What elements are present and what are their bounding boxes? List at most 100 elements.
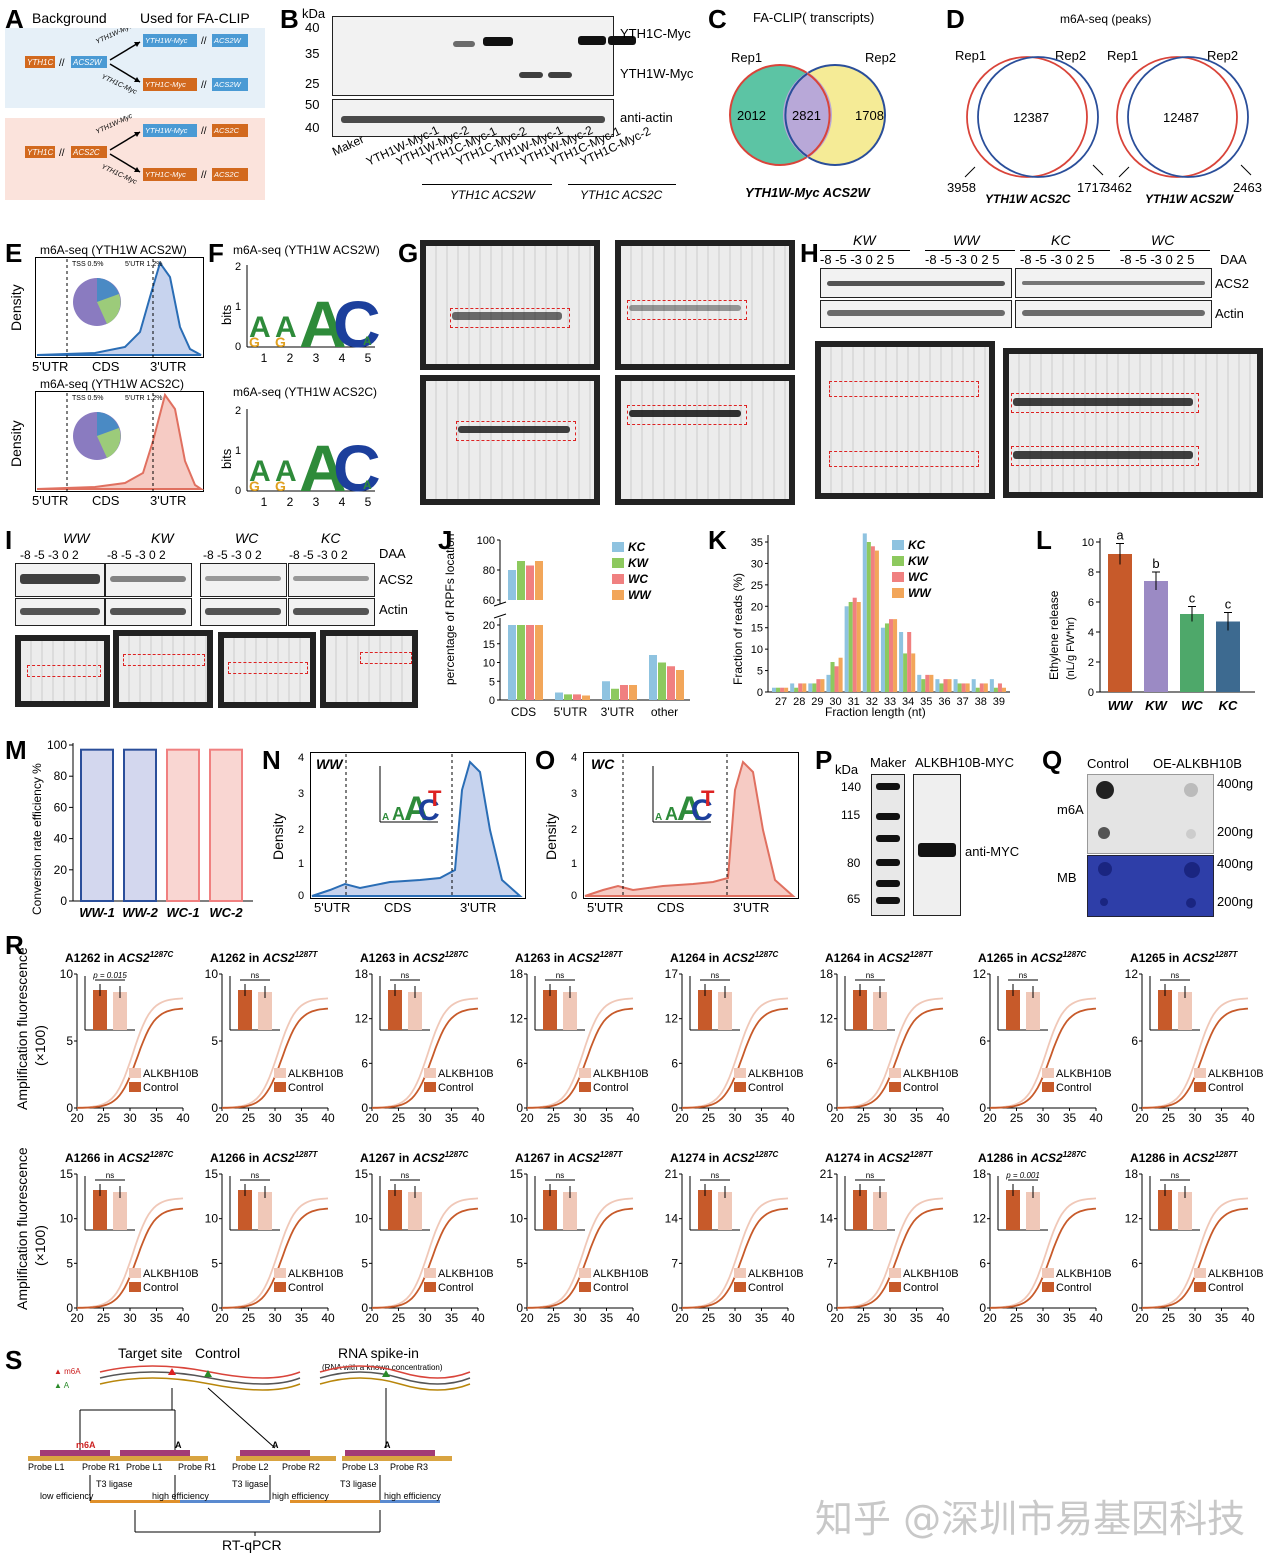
k-bar bbox=[862, 533, 867, 692]
panel-label-c: C bbox=[708, 4, 727, 34]
r-ytick-label: 10 bbox=[60, 968, 74, 981]
svg-text:YTH1W-Myc: YTH1W-Myc bbox=[145, 36, 188, 45]
d-v2-right: 2463 bbox=[1233, 180, 1262, 195]
k-legend-swatch bbox=[892, 540, 904, 550]
r-xtick-label: 30 bbox=[123, 1311, 137, 1325]
k-bar bbox=[776, 687, 781, 692]
r-plot-svg: 15 10 5 020 25 30 35 40 ns ALKBH10B Control bbox=[205, 1168, 344, 1325]
i-days: -8 -5 -3 0 2 bbox=[107, 548, 166, 562]
k-bar bbox=[997, 683, 1002, 692]
panel-label-h: H bbox=[800, 238, 819, 268]
r-legend-label: Control bbox=[903, 1282, 938, 1294]
r-title-allele: 1287T bbox=[599, 1150, 623, 1159]
r-xtick-label: 40 bbox=[1241, 1311, 1255, 1325]
k-bar bbox=[772, 687, 777, 692]
s-legend-a: ▲ A bbox=[54, 1381, 70, 1390]
k-bar bbox=[798, 683, 803, 692]
r-title-text: A1267 in bbox=[360, 1151, 413, 1165]
j-break-mark bbox=[493, 601, 507, 607]
r-title-text: A1262 in bbox=[210, 951, 263, 965]
r-legend-swatch bbox=[129, 1082, 141, 1092]
r-plot-svg: 18 12 6 020 25 30 35 40 ns ALKBH10B Control bbox=[820, 968, 959, 1125]
k-legend-label: KC bbox=[908, 538, 926, 552]
d-v1-right: 1717 bbox=[1077, 180, 1106, 195]
h-days: -8 -5 -3 0 2 5 bbox=[925, 252, 1000, 267]
e-ylabel2: Density bbox=[8, 420, 24, 467]
panel-label-a: A bbox=[5, 4, 24, 34]
r-inset-bar-control bbox=[388, 990, 402, 1030]
f-y2-2: 2 bbox=[235, 405, 242, 417]
r-plot-title: A1267 in ACS21287T bbox=[515, 1150, 622, 1165]
r-ytick-label: 5 bbox=[361, 1256, 368, 1270]
svg-text:C: C bbox=[691, 794, 713, 827]
r-legend-swatch bbox=[424, 1082, 436, 1092]
svg-text:ACS2W: ACS2W bbox=[72, 58, 103, 67]
r-inset-bar-alkbh10b bbox=[718, 1192, 732, 1230]
panel-label-k: K bbox=[708, 525, 727, 555]
d-title: m6A-seq (peaks) bbox=[1060, 12, 1152, 26]
svg-text:G: G bbox=[275, 334, 286, 350]
r-inset-bar-alkbh10b bbox=[873, 992, 887, 1030]
m-xtick-label: WW-2 bbox=[122, 905, 158, 920]
svg-text:A: A bbox=[249, 311, 271, 344]
r-xtick-label: 35 bbox=[600, 1111, 614, 1125]
k-bar bbox=[989, 679, 994, 692]
i-daa: DAA bbox=[379, 546, 406, 561]
n-ytick: 0 bbox=[298, 890, 305, 902]
k-bar bbox=[820, 679, 825, 692]
r-ytick-label: 0 bbox=[361, 1301, 368, 1315]
r-inset-bar-alkbh10b bbox=[408, 992, 422, 1030]
r-inset-sig: p = 0.015 bbox=[92, 971, 127, 980]
r-ytick-label: 18 bbox=[973, 1168, 987, 1181]
svg-text:YTH1W-Myc: YTH1W-Myc bbox=[145, 126, 188, 135]
d-rep2-b: Rep2 bbox=[1207, 48, 1239, 63]
j-legend-swatch bbox=[612, 542, 624, 552]
r-xtick-label: 35 bbox=[1063, 1311, 1077, 1325]
l-sig-letter: c bbox=[1189, 591, 1196, 606]
r-legend-swatch bbox=[579, 1282, 591, 1292]
r-plot: A1267 in ACS21287T 15 10 5 0 20 25 30 35 40 ns ALKB… bbox=[505, 1150, 653, 1340]
r-title-gene: ACS2 bbox=[262, 951, 295, 965]
r-inset-bar-control bbox=[853, 990, 867, 1030]
r-xtick-label: 20 bbox=[1135, 1311, 1149, 1325]
r-title-gene: ACS2 bbox=[567, 1151, 600, 1165]
r-title-allele: 1287C bbox=[444, 1150, 469, 1159]
h-daa: DAA bbox=[1220, 252, 1247, 267]
r-title-gene: ACS2 bbox=[1182, 1151, 1215, 1165]
f-y1-1: 1 bbox=[235, 301, 242, 313]
e-tss2: TSS 0.5% bbox=[72, 395, 104, 402]
r-legend-label: ALKBH10B bbox=[1056, 1068, 1112, 1080]
r-ytick-label: 0 bbox=[1131, 1101, 1138, 1115]
o-density: A A A C T bbox=[583, 752, 799, 899]
r-ytick-label: 6 bbox=[361, 1056, 368, 1070]
r-plot-title: A1262 in ACS21287C bbox=[65, 950, 173, 965]
k-legend-swatch bbox=[892, 588, 904, 598]
k-bar bbox=[780, 687, 785, 692]
svg-text:C: C bbox=[333, 431, 381, 497]
e-title2: m6A-seq (YTH1W ACS2C) bbox=[40, 377, 185, 391]
r-ytick-label: 18 bbox=[1125, 1168, 1139, 1181]
l-sig-letter: b bbox=[1152, 556, 1159, 571]
panel-q: Control OE-ALKBH10B m6A MB 400ng 200ng 4… bbox=[1045, 752, 1265, 917]
r-xtick-label: 20 bbox=[675, 1311, 689, 1325]
panel-n: A A A C T WW Density 4 3 2 1 0 5'UTR CDS… bbox=[270, 750, 535, 920]
j-xtick-label: other bbox=[651, 705, 678, 719]
r-title-text: A1274 in bbox=[825, 1151, 878, 1165]
i-blot-actin-1 bbox=[15, 598, 105, 626]
r-title-allele: 1287T bbox=[294, 1150, 318, 1159]
p-marker-lane bbox=[871, 774, 905, 916]
r-xtick-label: 35 bbox=[755, 1111, 769, 1125]
k-xtick-label: 34 bbox=[902, 696, 914, 708]
svg-text:YTH1W-Myc: YTH1W-Myc bbox=[95, 113, 134, 136]
b-label-actin: anti-actin bbox=[620, 110, 673, 125]
r-inset-bar-control bbox=[543, 1190, 557, 1230]
e-x2-3: 3'UTR bbox=[150, 493, 187, 508]
r-xtick-label: 35 bbox=[295, 1311, 309, 1325]
panel-label-b: B bbox=[280, 4, 299, 34]
q-m6a-blot bbox=[1087, 774, 1214, 854]
r-title-gene: ACS2 bbox=[877, 951, 910, 965]
d-rep1-b: Rep1 bbox=[1107, 48, 1139, 63]
r-xtick-label: 30 bbox=[418, 1311, 432, 1325]
m-ytick-label: 60 bbox=[54, 800, 68, 814]
j-bar bbox=[508, 570, 516, 600]
